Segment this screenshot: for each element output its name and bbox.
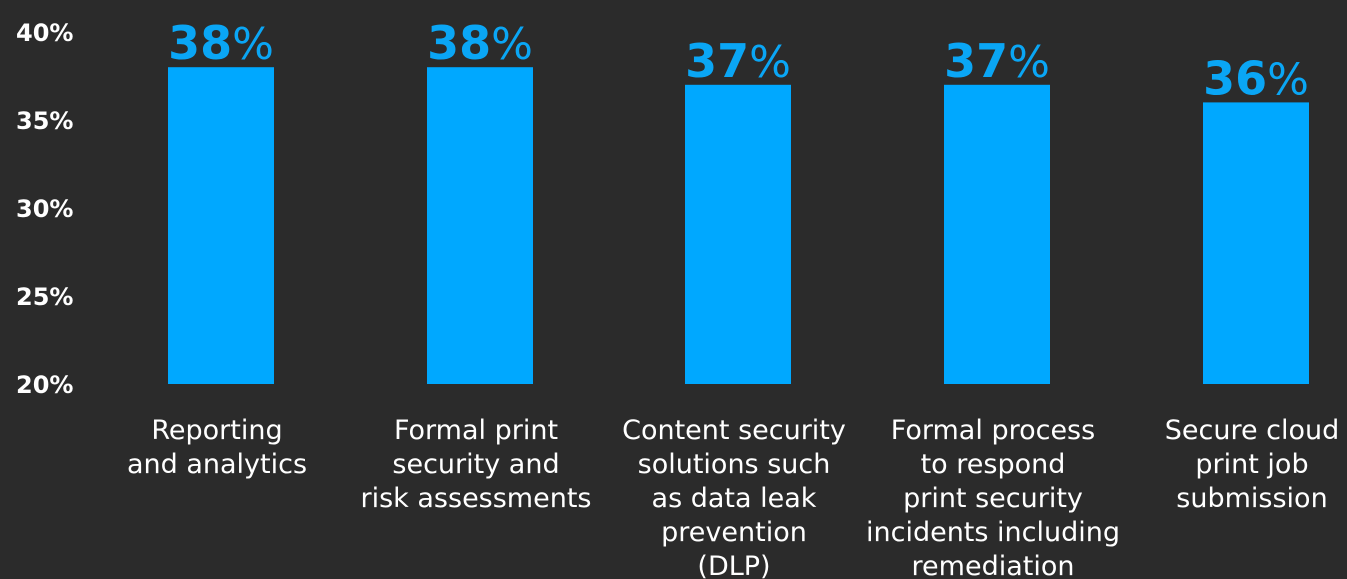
value-label: 38% (427, 16, 533, 70)
value-label: 36% (1203, 51, 1309, 105)
y-tick-label: 35% (16, 107, 73, 135)
bar (168, 67, 274, 384)
y-tick-label: 20% (16, 371, 73, 399)
value-label: 37% (685, 34, 791, 88)
y-axis: 20% 25% 30% 35% 40% (16, 19, 73, 399)
bars (168, 67, 1309, 385)
y-tick-label: 30% (16, 195, 73, 223)
value-label: 37% (944, 34, 1050, 88)
y-tick-label: 25% (16, 283, 73, 311)
category-labels: Reporting and analytics Formal print securi… (127, 415, 1339, 579)
category-label: Reporting and analytics (127, 415, 307, 480)
value-label: 38% (168, 16, 274, 70)
category-label: Content security solutions such as data le… (622, 415, 846, 579)
bar (1203, 102, 1309, 385)
bar (427, 67, 533, 384)
category-label: Formal process to respond print security in… (866, 415, 1120, 579)
y-tick-label: 40% (16, 19, 73, 47)
value-labels: 38% 38% 37% 37% 36% (168, 16, 1309, 105)
category-label: Secure cloud print job submission (1165, 415, 1340, 514)
category-label: Formal print security and risk assessments (361, 415, 592, 514)
bar (685, 84, 791, 385)
bar (944, 84, 1050, 385)
